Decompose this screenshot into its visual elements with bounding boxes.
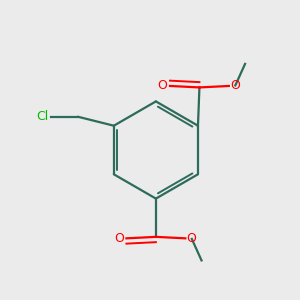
Text: O: O: [114, 232, 124, 245]
Text: O: O: [230, 80, 240, 92]
Text: O: O: [158, 80, 168, 92]
Text: O: O: [186, 232, 196, 245]
Text: Cl: Cl: [36, 110, 49, 123]
